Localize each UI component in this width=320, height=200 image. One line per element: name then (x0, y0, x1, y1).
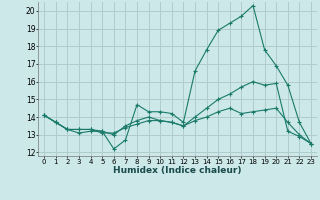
X-axis label: Humidex (Indice chaleur): Humidex (Indice chaleur) (113, 166, 242, 175)
